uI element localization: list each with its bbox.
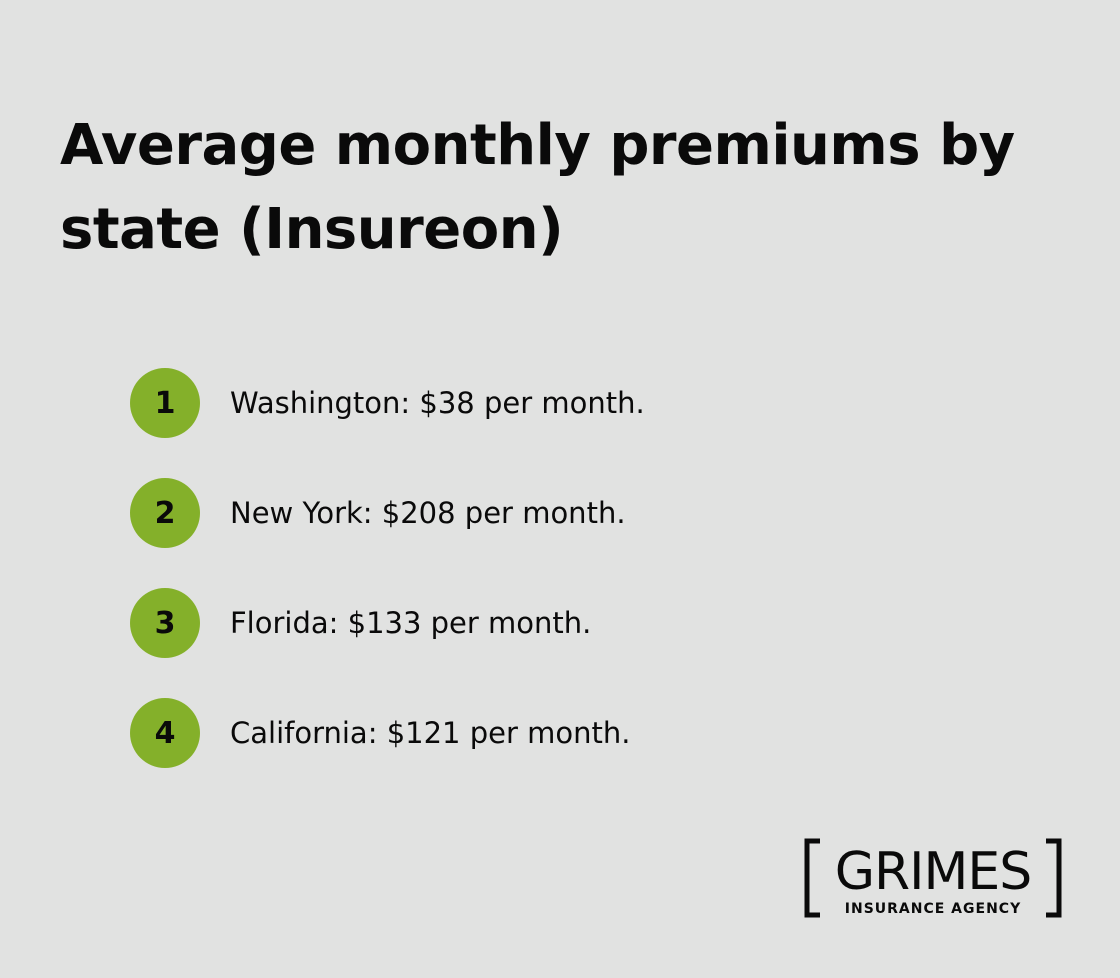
right-bracket	[1046, 838, 1062, 918]
item-number: 1	[130, 368, 200, 438]
logo-tagline: INSURANCE AGENCY	[844, 901, 1022, 917]
title: Average monthly premiums by state (Insur…	[60, 113, 1015, 262]
item-text: California: $121 per month.	[230, 716, 631, 750]
logo: GRIMES INSURANCE AGENCY	[804, 838, 1062, 918]
item-text: New York: $208 per month.	[230, 496, 626, 530]
item-text: Florida: $133 per month.	[230, 606, 592, 640]
list-item: 4 California: $121 per month.	[130, 698, 645, 808]
logo-brackets	[804, 838, 1062, 918]
list-item: 1 Washington: $38 per month.	[130, 368, 645, 478]
item-number: 3	[130, 588, 200, 658]
list-item: 3 Florida: $133 per month.	[130, 588, 645, 698]
item-text: Washington: $38 per month.	[230, 386, 645, 420]
item-number: 4	[130, 698, 200, 768]
logo-name: GRIMES	[834, 842, 1033, 902]
left-bracket	[804, 838, 820, 918]
premium-list: 1 Washington: $38 per month. 2 New York: $2…	[130, 368, 645, 808]
item-number: 2	[130, 478, 200, 548]
list-item: 2 New York: $208 per month.	[130, 478, 645, 588]
